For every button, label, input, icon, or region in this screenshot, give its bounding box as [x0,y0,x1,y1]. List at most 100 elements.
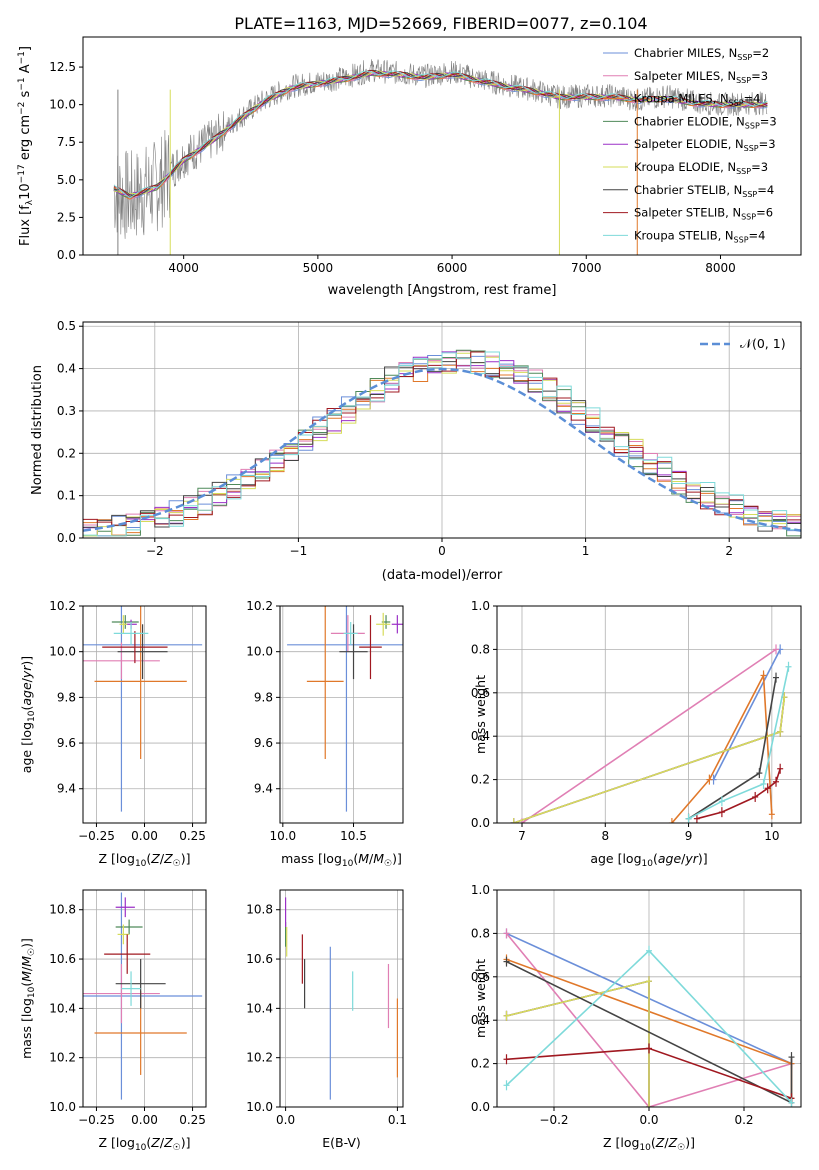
axes-frame [82,36,802,256]
y-tick-label: 10.0 [49,98,76,112]
x-tick-label: 0.00 [131,1113,158,1127]
x-axis-label: (data-model)/error [382,568,503,583]
model-fit-line [113,70,768,198]
grid [280,890,403,1108]
weight-series-line [513,697,786,823]
y-tick-label: 9.6 [57,736,76,750]
y-tick-label: 0.0 [471,1100,490,1114]
panel-mass-vs-EBV: 0.0 0.1 10.0 10.2 10.4 10.6 10.8 E(B-V) [246,889,407,1150]
weight-series-line [513,697,786,823]
plot-area [83,606,203,812]
histogram-series [83,351,801,538]
x-tick-label: −0.25 [78,1113,115,1127]
x-tick-label: 6000 [437,261,468,275]
grid [497,605,801,824]
model-fit-line [113,69,768,198]
y-axis-label: age [log10(age/yr)] [19,656,37,773]
y-tick-label: 0.8 [471,926,490,940]
y-tick-label: 9.8 [254,690,273,704]
y-tick-label: 9.4 [254,782,273,796]
y-tick-label: 9.8 [57,690,76,704]
panel-age-vs-mass: 10.0 10.5 9.4 9.6 9.8 10.0 10.2 mass [log10(M/M… [246,599,404,869]
x-tick-label: 8 [601,829,609,843]
x-axis-label: wavelength [Angstrom, rest frame] [328,283,557,298]
model-fit-line [113,71,768,196]
x-axis-label: Z [log10(Z/Z☉)] [603,1135,695,1153]
x-tick-label: 0.0 [639,1113,658,1127]
x-tick-label: 10 [764,829,779,843]
x-axis-label: E(B-V) [322,1135,361,1150]
y-tick-label: 0.6 [471,970,490,984]
grid [83,890,206,1108]
panel-residual-histogram: −2 −1 0 1 2 0.0 0.1 0.2 0.3 0.4 0.5 (data-model)/er… [30,319,802,583]
legend-entry: Salpeter MILES, NSSP=3 [634,69,768,85]
weight-series-line [696,768,781,820]
model-fit-line [113,69,768,196]
plot-area [510,644,792,823]
x-tick-label: 0 [438,544,446,558]
weight-series-line [671,672,773,823]
y-tick-label: 12.5 [49,60,76,74]
model-fit-line [113,72,768,200]
weight-series-line [513,697,786,823]
y-tick-label: 0.4 [57,362,76,376]
y-tick-label: 9.4 [57,782,76,796]
x-tick-label: 10.5 [340,829,367,843]
grid [280,605,403,823]
legend: Chabrier MILES, NSSP=2 Salpeter MILES, NS… [603,46,777,244]
x-tick-label: 0.2 [734,1113,753,1127]
y-tick-label: 10.0 [246,645,273,659]
legend-entry: Chabrier STELIB, NSSP=4 [634,183,774,199]
x-tick-label: 9 [685,829,693,843]
x-axis-label: Z [log10(Z/Z☉)] [98,851,190,869]
axes-frame [496,605,802,824]
y-tick-label: 10.0 [49,645,76,659]
y-tick-label: 10.8 [246,903,273,917]
x-tick-label: 8000 [705,261,736,275]
y-tick-label: 0.2 [471,773,490,787]
y-tick-label: 0.3 [57,404,76,418]
legend-entry: 𝒩(0, 1) [740,336,786,351]
x-axis-label: mass [log10(M/M☉)] [281,851,402,869]
figure-title: PLATE=1163, MJD=52669, FIBERID=0077, z=0… [234,14,647,33]
axes-frame [279,605,404,824]
y-tick-label: 10.2 [246,1051,273,1065]
panel-mass-vs-Z: −0.25 0.00 0.25 10.0 10.2 10.4 10.6 10.8 Z [log1… [19,889,207,1153]
y-tick-label: 10.2 [246,599,273,613]
panel-mass-weight-vs-age: 7 8 9 10 0.0 0.2 0.4 0.6 0.8 1.0 age [log10(age/yr… [471,599,802,869]
plot-area [284,897,399,1100]
x-tick-label: 0.25 [179,829,206,843]
y-tick-label: 0.8 [471,642,490,656]
x-tick-label: −2 [146,544,164,558]
weight-series-line [506,980,650,1107]
weight-series-line [521,648,777,823]
legend-entry: Kroupa ELODIE, NSSP=3 [634,160,768,176]
y-tick-label: 10.6 [49,952,76,966]
plot-area [83,892,203,1100]
x-tick-label: 0.25 [179,1113,206,1127]
weight-series-line [506,980,650,1107]
y-tick-label: 7.5 [57,135,76,149]
grid [83,605,206,823]
legend-entry: Chabrier ELODIE, NSSP=3 [634,114,777,130]
y-tick-label: 1.0 [471,883,490,897]
x-tick-label: 4000 [168,261,199,275]
y-tick-label: 0.1 [57,489,76,503]
y-tick-label: 0.2 [57,446,76,460]
y-tick-label: 0.0 [471,816,490,830]
y-tick-label: 0.4 [471,1013,490,1027]
y-tick-label: 10.8 [49,903,76,917]
panel-spectrum: 4000 5000 6000 7000 8000 0.0 2.5 5.0 7.5 10.0 12.5… [17,36,802,298]
legend-entry: Kroupa STELIB, NSSP=4 [634,228,765,244]
y-axis-label: mass weight [473,675,488,754]
plot-area [113,59,768,255]
y-tick-label: 5.0 [57,173,76,187]
y-tick-label: 0.4 [471,729,490,743]
legend-entry: Salpeter ELODIE, NSSP=3 [634,137,776,153]
y-tick-label: 10.4 [49,1001,76,1015]
plot-area [83,349,801,538]
y-tick-label: 0.2 [471,1057,490,1071]
x-tick-label: 0.1 [388,1113,407,1127]
x-tick-label: 5000 [303,261,334,275]
